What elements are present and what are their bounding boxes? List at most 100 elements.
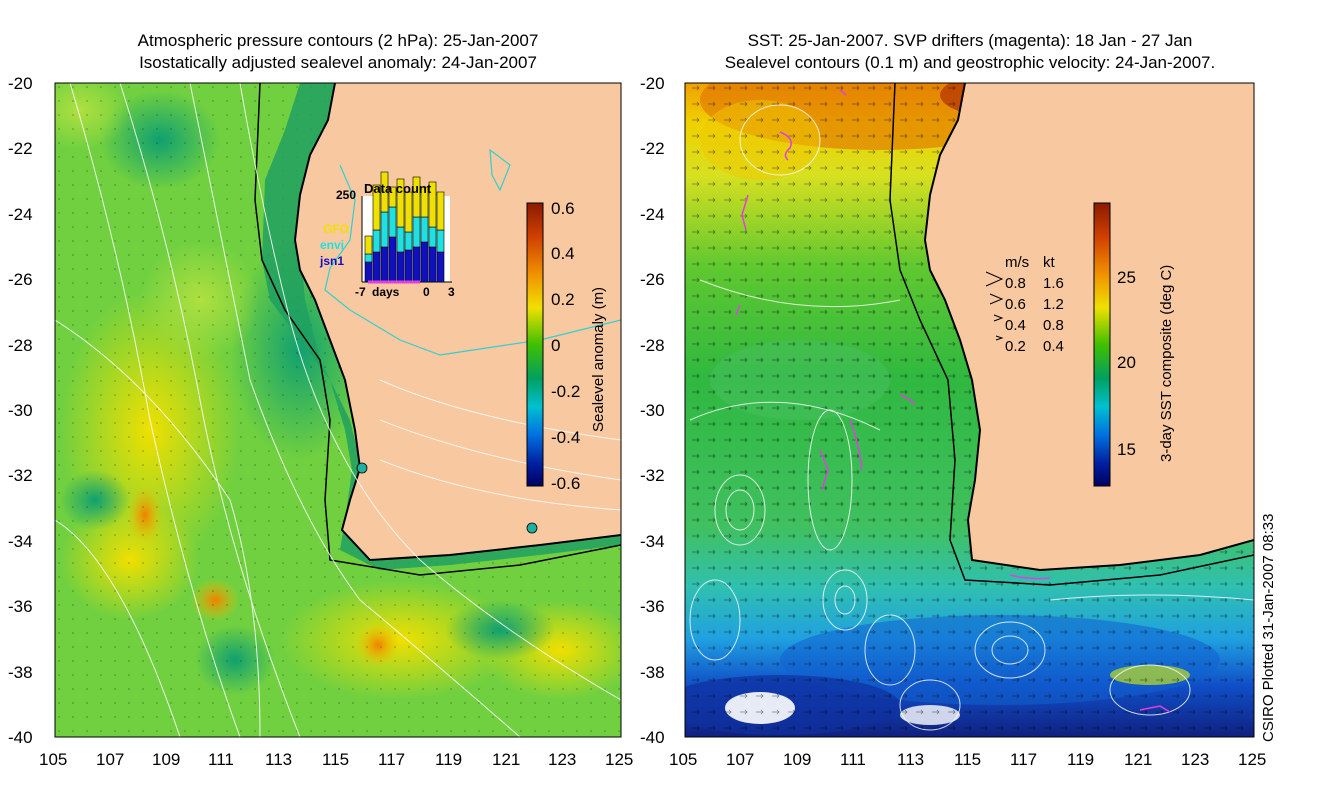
inset-title: Data count — [364, 181, 432, 196]
right-colorbar-tick: 20 — [1117, 353, 1136, 372]
inset-bar-segment — [428, 226, 437, 248]
inset-x-right: 3 — [448, 285, 455, 299]
left-y-tick: -32 — [8, 466, 33, 485]
right-y-tick: -32 — [640, 466, 665, 485]
velocity-legend: m/s kt 0.8 1.6 0.6 1.2 0.4 0.8 0.2 0.4 — [1005, 252, 1064, 357]
left-colorbar-label: Sealevel anomaly (m) — [590, 286, 607, 432]
inset-bar-segment — [404, 249, 413, 283]
right-colorbar-tick: 15 — [1117, 440, 1136, 459]
left-x-tick: 109 — [152, 750, 181, 769]
inset-bar-segment — [388, 236, 397, 283]
inset-bar-segment — [404, 231, 413, 251]
right-coastline — [923, 83, 1254, 572]
right-x-tick: 113 — [897, 750, 925, 769]
left-x-tick: 111 — [208, 750, 234, 769]
inset-bar-segment — [420, 241, 429, 283]
left-colorbar-tick: 0.4 — [551, 244, 575, 263]
right-y-tick: -40 — [640, 728, 665, 747]
left-map — [55, 83, 621, 737]
left-x-tick: 123 — [548, 750, 577, 769]
inset-bar-segment — [428, 246, 437, 283]
velocity-legend-kt-header: kt — [1043, 254, 1055, 271]
inset-bar-segment — [412, 176, 421, 218]
plot-credit: CSIRO Plotted 31-Jan-2007 08:33 — [1260, 513, 1277, 742]
left-shelf-edge — [254, 83, 621, 576]
right-x-tick: 107 — [726, 750, 755, 769]
inset-bars — [364, 171, 445, 283]
inset-bar-segment — [388, 206, 397, 238]
tide-gauge-marker — [526, 522, 538, 534]
right-x-tick: 115 — [954, 750, 982, 769]
inset-x-left: -7 — [355, 285, 366, 299]
right-map — [685, 83, 1254, 737]
left-title-line2: Isostatically adjusted sealevel anomaly:… — [139, 53, 537, 72]
left-y-tick: -20 — [8, 74, 33, 93]
right-x-tick: 123 — [1181, 750, 1210, 769]
right-x-tick: 119 — [1067, 750, 1095, 769]
left-y-tick: -36 — [8, 597, 33, 616]
left-y-tick: -22 — [8, 139, 33, 158]
right-colorbar — [1093, 202, 1111, 487]
inset-bar-segment — [420, 216, 429, 243]
inset-bar-segment — [412, 246, 421, 283]
inset-bar-segment — [436, 251, 445, 283]
left-pressure-contours — [55, 83, 621, 737]
inset-bar-segment — [364, 261, 373, 283]
inset-data-count — [361, 171, 452, 284]
inset-bar-segment — [428, 181, 437, 228]
left-colorbar — [526, 202, 544, 487]
right-x-tick: 111 — [840, 750, 866, 769]
inset-bar-segment — [364, 253, 373, 263]
left-title-line1: Atmospheric pressure contours (2 hPa): 2… — [137, 31, 539, 50]
left-y-tick: -30 — [8, 401, 33, 420]
right-x-tick: 109 — [783, 750, 812, 769]
right-title-line1: SST: 25-Jan-2007. SVP drifters (magenta)… — [747, 31, 1193, 50]
left-y-tick: -24 — [8, 205, 33, 224]
right-colorbar-label: 3-day SST composite (deg C) — [1158, 264, 1175, 462]
left-colorbar-tick: 0 — [551, 336, 561, 355]
inset-bar-segment — [396, 226, 405, 253]
right-x-tick: 125 — [1238, 750, 1267, 769]
inset-bar-segment — [396, 178, 405, 228]
left-x-tick: 115 — [322, 750, 350, 769]
right-y-tick: -28 — [640, 336, 665, 355]
left-x-tick: 105 — [39, 750, 68, 769]
inset-legend-jsn1: jsn1 — [320, 254, 345, 268]
left-x-tick: 107 — [96, 750, 125, 769]
left-cyan-contour — [324, 164, 621, 356]
sealevel-contours — [689, 104, 1254, 731]
right-x-tick: 105 — [669, 750, 698, 769]
inset-bar-segment — [436, 191, 445, 231]
right-land-australia — [925, 83, 1254, 570]
left-y-tick: -34 — [8, 532, 33, 551]
inset-bar-segment — [436, 229, 445, 253]
inset-legend-envi: envi — [320, 238, 345, 252]
left-colorbar-tick: 0.6 — [551, 199, 575, 218]
inset-bar-segment — [380, 211, 389, 248]
right-y-tick: -26 — [640, 270, 665, 289]
inset-bar-segment — [372, 229, 381, 253]
right-y-tick: -36 — [640, 597, 665, 616]
velocity-legend-ms: 0.2 — [1005, 338, 1026, 355]
inset-bar-segment — [420, 186, 429, 218]
velocity-legend-ms: 0.4 — [1005, 317, 1026, 334]
left-coastline — [293, 83, 621, 562]
inset-bar-segment — [404, 191, 413, 233]
inset-x-mid: days — [372, 285, 400, 299]
left-y-tick: -26 — [8, 270, 33, 289]
right-title-line2: Sealevel contours (0.1 m) and geostrophi… — [724, 53, 1216, 72]
left-colorbar-tick: -0.4 — [551, 428, 581, 447]
svp-drifter-tracks — [735, 89, 1171, 713]
right-title: SST: 25-Jan-2007. SVP drifters (magenta)… — [660, 30, 1280, 74]
left-colorbar-tick: 0.2 — [551, 290, 575, 309]
left-y-tick: -38 — [8, 663, 33, 682]
left-x-tick: 117 — [378, 750, 406, 769]
left-title: Atmospheric pressure contours (2 hPa): 2… — [55, 30, 621, 74]
right-y-tick: -20 — [640, 74, 665, 93]
right-shelf-edge — [889, 83, 1254, 586]
inset-bar-segment — [380, 246, 389, 283]
right-x-tick: 117 — [1010, 750, 1038, 769]
left-y-tick: -28 — [8, 336, 33, 355]
velocity-legend-kt: 0.8 — [1043, 317, 1064, 334]
